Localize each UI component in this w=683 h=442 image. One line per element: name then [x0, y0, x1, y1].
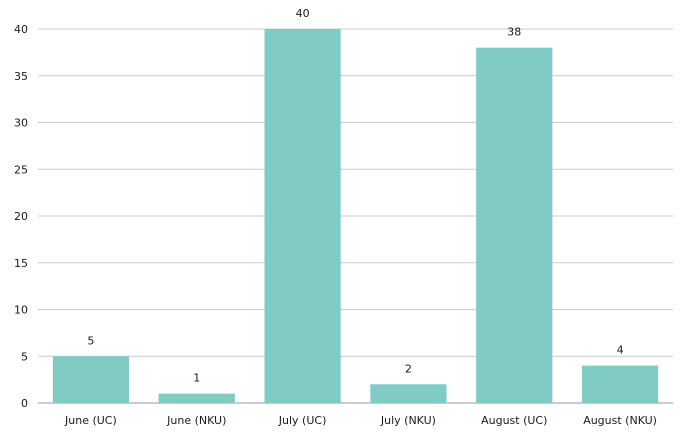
y-tick-label: 15 — [14, 257, 28, 270]
data-label: 5 — [87, 334, 94, 347]
y-tick-label: 20 — [14, 210, 28, 223]
data-label: 2 — [405, 362, 412, 375]
bar — [581, 365, 659, 403]
bar — [370, 384, 447, 403]
y-tick-label: 25 — [14, 163, 28, 176]
gridlines — [38, 28, 673, 404]
x-tick-label: August (NKU) — [583, 414, 657, 427]
y-tick-label: 40 — [14, 23, 28, 36]
bar — [264, 29, 341, 403]
y-tick-label: 0 — [21, 397, 28, 410]
data-label: 40 — [296, 7, 310, 20]
x-tick-label: July (UC) — [278, 414, 327, 427]
x-tick-label: August (UC) — [481, 414, 547, 427]
y-tick-label: 30 — [14, 117, 28, 130]
x-tick-label: June (UC) — [64, 414, 117, 427]
data-label: 4 — [617, 344, 624, 357]
x-tick-label: June (NKU) — [166, 414, 226, 427]
data-labels: 5 1 40 2 38 4 — [87, 7, 623, 385]
bar — [52, 356, 130, 403]
y-tick-label: 5 — [21, 350, 28, 363]
bar — [158, 393, 235, 403]
y-tick-label: 10 — [14, 304, 28, 317]
x-axis: June (UC) June (NKU) July (UC) July (NKU) Au… — [64, 414, 657, 427]
bars — [52, 29, 659, 403]
x-tick-label: July (NKU) — [380, 414, 436, 427]
y-axis: 0 5 10 15 20 25 30 35 40 — [14, 23, 28, 410]
bar — [476, 47, 553, 403]
data-label: 38 — [507, 26, 521, 39]
y-tick-label: 35 — [14, 70, 28, 83]
data-label: 1 — [193, 372, 200, 385]
